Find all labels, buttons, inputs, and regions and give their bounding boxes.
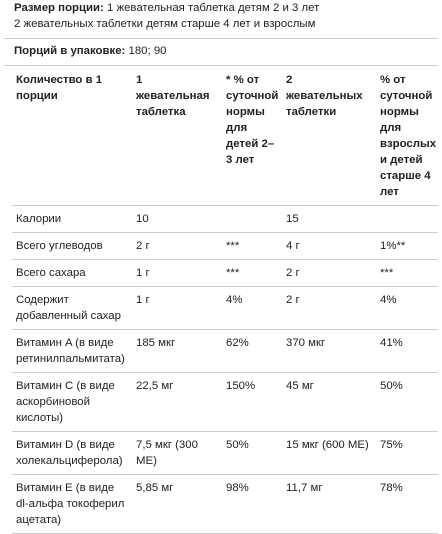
table-cell: 1 г [132, 259, 222, 287]
header-cell: % от суточной нормы для взрослых и детей… [376, 66, 438, 206]
empty-cell [376, 205, 438, 233]
table-row: Всего углеводов 2 г *** 4 г 1%** [12, 232, 438, 260]
table-cell: 4 г [282, 232, 376, 260]
pack-label: Порций в упаковке: [14, 45, 126, 57]
table-row: Всего сахара 1 г *** 2 г *** [12, 259, 438, 287]
table-cell: 15 [282, 205, 376, 233]
serving-line: 2 жевательных таблетки детям старше 4 ле… [14, 18, 316, 30]
table-cell: *** [222, 259, 282, 287]
table-body: Калории 10 15 Всего углеводов 2 г *** 4 г 1%** В… [12, 205, 438, 534]
table-header: Количество в 1 порции 1 жевательная табле… [12, 66, 438, 206]
table-cell: Витамин C (в виде аскорбиновой кислоты) [12, 372, 132, 432]
table-cell: 45 мг [282, 372, 376, 432]
table-row: Витамин D (в виде холекальциферола) 7,5 м… [12, 431, 438, 475]
table-cell: Калории [12, 205, 132, 233]
serving-line: 1 жевательная таблетка детям 2 и 3 лет [106, 2, 320, 14]
table-cell: 185 мкг [132, 329, 222, 373]
table-cell: 22,5 мг [132, 372, 222, 432]
table-cell: *** [376, 259, 438, 287]
table-cell: Содержит добавленный сахар [12, 286, 132, 330]
table-cell: 2 г [132, 232, 222, 260]
table-cell: 50% [222, 431, 282, 475]
table-cell: 11,7 мг [282, 474, 376, 534]
table-row: Витамин A (в виде ретинилпальмитата) 185 … [12, 329, 438, 373]
table-row: Калории 10 15 [12, 205, 438, 233]
header-cell: * % от суточной нормы для детей 2–3 лет [222, 66, 282, 206]
header-row: Количество в 1 порции 1 жевательная табле… [12, 66, 438, 206]
table-cell: 1 г [132, 286, 222, 330]
table-cell: 2 г [282, 286, 376, 330]
nutrition-table: Количество в 1 порции 1 жевательная табле… [12, 66, 438, 534]
header-cell: 1 жевательная таблетка [132, 66, 222, 206]
table-cell: 15 мкг (600 МЕ) [282, 431, 376, 475]
table-cell: 50% [376, 372, 438, 432]
table-row: Витамин E (в виде dl-альфа токоферил аце… [12, 474, 438, 534]
table-row: Витамин C (в виде аскорбиновой кислоты) 2… [12, 372, 438, 432]
header-cell: Количество в 1 порции [12, 66, 132, 206]
pack-text: 180; 90 [128, 45, 167, 57]
table-cell: 75% [376, 431, 438, 475]
table-cell: 370 мкг [282, 329, 376, 373]
table-cell: 4% [376, 286, 438, 330]
table-cell: Всего углеводов [12, 232, 132, 260]
table-cell: Витамин E (в виде dl-альфа токоферил аце… [12, 474, 132, 534]
empty-cell [222, 205, 282, 233]
table-cell: Всего сахара [12, 259, 132, 287]
serving-size: Размер порции: 1 жевательная таблетка де… [0, 0, 442, 32]
table-cell: 62% [222, 329, 282, 373]
serving-label: Размер порции: [14, 2, 104, 14]
table-cell: Витамин D (в виде холекальциферола) [12, 431, 132, 475]
table-cell: 4% [222, 286, 282, 330]
table-cell: 5,85 мг [132, 474, 222, 534]
table-cell: 1%** [376, 232, 438, 260]
table-cell: 78% [376, 474, 438, 534]
table-cell: *** [222, 232, 282, 260]
table-cell: 98% [222, 474, 282, 534]
table-cell: 150% [222, 372, 282, 432]
table-cell: 7,5 мкг (300 МЕ) [132, 431, 222, 475]
table-cell: 41% [376, 329, 438, 373]
table-cell: Витамин A (в виде ретинилпальмитата) [12, 329, 132, 373]
table-cell: 2 г [282, 259, 376, 287]
table-row: Содержит добавленный сахар 1 г 4% 2 г 4% [12, 286, 438, 330]
header-cell: 2 жевательных таблетки [282, 66, 376, 206]
servings-per-pack: Порций в упаковке: 180; 90 [4, 38, 438, 66]
table-cell: 10 [132, 205, 222, 233]
